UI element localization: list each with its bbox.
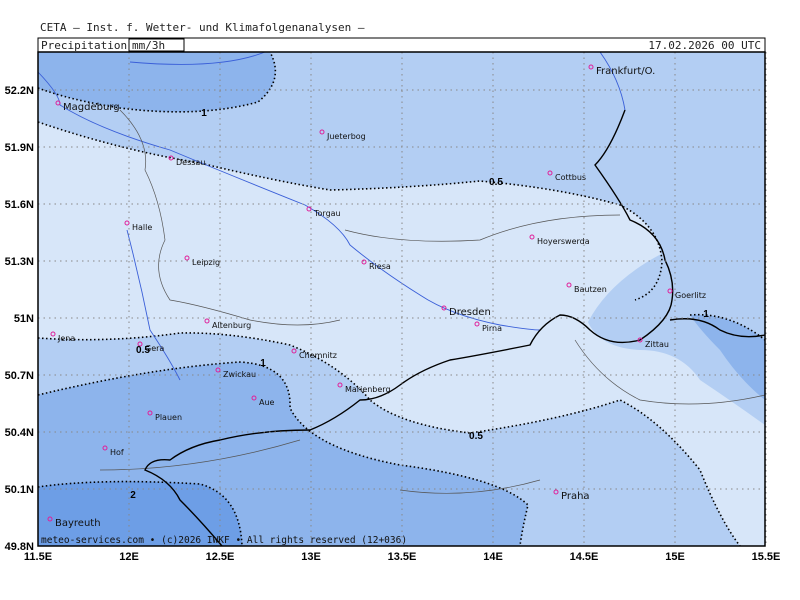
city-label: Hof — [110, 448, 124, 457]
lat-label: 50.4N — [5, 427, 34, 439]
admin-borders — [99, 109, 765, 494]
national-borders — [144, 109, 765, 546]
lon-label: 14E — [483, 551, 503, 563]
city-marker — [55, 100, 61, 106]
city-label: Zittau — [645, 340, 669, 349]
lat-label: 51.9N — [5, 142, 34, 154]
header-title: CETA — Inst. f. Wetter- und Klimafolgena… — [40, 21, 365, 34]
city-marker — [361, 259, 367, 265]
city-label: Riesa — [369, 262, 391, 271]
city-label: Pirna — [482, 324, 502, 333]
city-label: Chemnitz — [299, 351, 337, 360]
contour-label: 0.5 — [489, 177, 503, 188]
lat-label: 50.1N — [5, 484, 34, 496]
city-marker — [529, 234, 535, 240]
city-marker — [47, 516, 53, 522]
city-label: Dessau — [176, 158, 205, 167]
lat-label: 51.3N — [5, 256, 34, 268]
city-label: Goerlitz — [675, 291, 706, 300]
cities: Magdeburg Frankfurt/O. Jueterbog Dessau Cott… — [47, 64, 706, 529]
city-label: Hoyerswerda — [537, 237, 590, 246]
contour-lines — [38, 52, 765, 546]
city-marker — [124, 220, 130, 226]
city-marker — [251, 395, 257, 401]
city-label: Marienberg — [345, 385, 391, 394]
city-marker — [553, 489, 559, 495]
city-marker — [204, 318, 210, 324]
city-label: Dresden — [449, 307, 491, 318]
city-marker — [215, 367, 221, 373]
unit: mm/3h — [132, 39, 165, 52]
city-label: Zwickau — [223, 370, 256, 379]
footer: meteo-services.com • (c)2026 IWKF • All … — [41, 535, 407, 546]
level-1 — [38, 52, 276, 112]
city-label: Praha — [561, 491, 590, 502]
city-label: Gera — [145, 344, 164, 353]
city-label: Frankfurt/O. — [596, 66, 655, 77]
city-marker — [147, 410, 153, 416]
level-2 — [38, 481, 242, 546]
city-marker — [588, 64, 594, 70]
contour-label: 0.5 — [136, 345, 150, 356]
lon-label: 15.5E — [752, 551, 781, 563]
lon-label: 12E — [119, 551, 139, 563]
lat-label: 52.2N — [5, 85, 34, 97]
city-label: Altenburg — [212, 321, 251, 330]
lon-label: 12.5E — [206, 551, 235, 563]
city-label: Bautzen — [574, 285, 607, 294]
lat-label: 51.6N — [5, 199, 34, 211]
lon-label: 13.5E — [388, 551, 417, 563]
contour-label: 1 — [201, 108, 207, 119]
lon-label: 13E — [301, 551, 321, 563]
city-label: Bayreuth — [55, 518, 101, 529]
city-marker — [306, 206, 312, 212]
city-label: Magdeburg — [63, 102, 120, 113]
city-marker — [547, 170, 553, 176]
unit-box — [128, 38, 185, 52]
contour-label: 1 — [703, 309, 709, 320]
city-marker — [566, 282, 572, 288]
contour-label: 0.5 — [469, 431, 483, 442]
city-label: Halle — [132, 223, 152, 232]
city-label: Leipzig — [192, 258, 220, 267]
level-05-1 — [588, 232, 765, 358]
rivers — [38, 52, 626, 381]
lon-label: 14.5E — [570, 551, 599, 563]
city-marker — [168, 155, 174, 161]
lon-label: 15E — [665, 551, 685, 563]
city-marker — [667, 288, 673, 294]
contour-labels: 1 0.5 0.5 1 0.5 2 1 — [130, 108, 709, 501]
lat-label: 49.8N — [5, 541, 34, 553]
city-marker — [184, 255, 190, 261]
city-marker — [102, 445, 108, 451]
lat-label: 51N — [14, 313, 34, 325]
city-marker — [637, 337, 643, 343]
city-label: Jueterbog — [326, 132, 366, 141]
city-label: Torgau — [313, 209, 341, 218]
map-field — [38, 52, 765, 546]
parameter: Precipitation — [41, 39, 127, 52]
contour-label: 2 — [130, 490, 136, 501]
lat-label: 50.7N — [5, 370, 34, 382]
city-label: Jena — [57, 334, 75, 343]
city-marker — [291, 348, 297, 354]
city-label: Cottbus — [555, 173, 586, 182]
map-frame — [37, 51, 766, 547]
city-marker — [137, 341, 143, 347]
city-marker — [319, 129, 325, 135]
city-marker — [474, 321, 480, 327]
contour-label: 1 — [260, 358, 266, 369]
city-label: Plauen — [155, 413, 182, 422]
city-marker — [50, 331, 56, 337]
city-marker — [441, 305, 447, 311]
valid-time: 17.02.2026 00 UTC — [648, 39, 761, 52]
city-marker — [337, 382, 343, 388]
city-label: Aue — [259, 398, 275, 407]
lon-label: 11.5E — [24, 551, 52, 563]
